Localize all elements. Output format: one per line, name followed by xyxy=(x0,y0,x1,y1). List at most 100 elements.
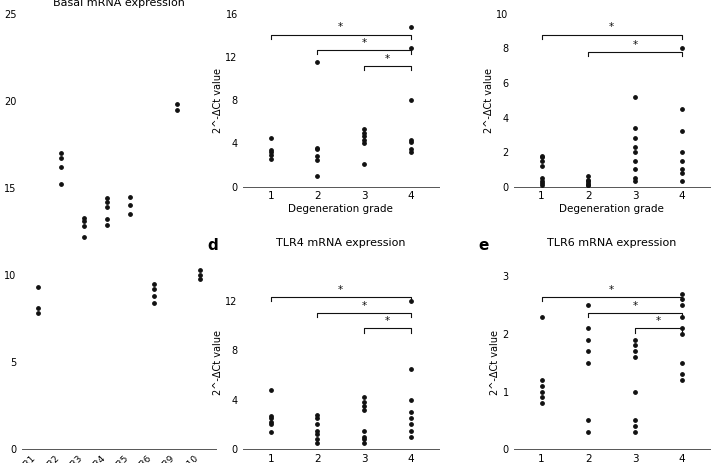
Point xyxy=(676,296,688,303)
Point xyxy=(630,148,641,156)
Point xyxy=(265,386,277,394)
Y-axis label: 2^-ΔCt value: 2^-ΔCt value xyxy=(213,68,223,133)
Point xyxy=(265,421,277,428)
Point xyxy=(583,180,594,187)
Point xyxy=(78,223,90,230)
Text: *: * xyxy=(338,23,343,32)
Point xyxy=(312,59,323,66)
Point xyxy=(358,140,370,147)
Point xyxy=(583,176,594,183)
Point xyxy=(405,297,417,305)
Point xyxy=(536,154,547,161)
Point xyxy=(55,155,67,162)
Point xyxy=(676,325,688,332)
Point xyxy=(125,193,136,200)
Text: e: e xyxy=(478,238,488,253)
Point xyxy=(536,181,547,188)
Point xyxy=(630,93,641,100)
Point xyxy=(32,310,44,317)
Point xyxy=(630,428,641,436)
Text: *: * xyxy=(385,316,390,326)
Point xyxy=(676,166,688,173)
Point xyxy=(630,422,641,430)
Point xyxy=(583,417,594,424)
Point xyxy=(405,137,417,144)
Point xyxy=(405,45,417,52)
Point xyxy=(148,299,159,307)
Point xyxy=(102,216,113,223)
Point xyxy=(536,180,547,187)
Point xyxy=(102,195,113,202)
Text: *: * xyxy=(361,300,366,311)
Point xyxy=(630,353,641,361)
Point xyxy=(630,135,641,142)
Point xyxy=(405,138,417,146)
Point xyxy=(358,132,370,139)
Point xyxy=(55,163,67,171)
Y-axis label: 2^-ΔCt value: 2^-ΔCt value xyxy=(213,330,223,395)
Point xyxy=(265,414,277,422)
Point xyxy=(676,169,688,176)
Title: TLR6 mRNA expression: TLR6 mRNA expression xyxy=(547,238,676,248)
Point xyxy=(312,156,323,163)
Point xyxy=(630,143,641,150)
Point xyxy=(536,162,547,169)
Point xyxy=(265,155,277,162)
Point xyxy=(312,421,323,428)
Point xyxy=(148,280,159,288)
Point xyxy=(630,178,641,185)
Point xyxy=(358,394,370,401)
Point xyxy=(312,431,323,438)
Point xyxy=(312,439,323,447)
Title: Basal mRNA expression: Basal mRNA expression xyxy=(53,0,185,7)
Point xyxy=(536,152,547,159)
Point xyxy=(676,359,688,366)
Point xyxy=(583,348,594,355)
Text: *: * xyxy=(656,316,661,326)
Point xyxy=(676,301,688,309)
Point xyxy=(630,336,641,344)
Text: *: * xyxy=(632,300,637,311)
Point xyxy=(55,150,67,157)
Point xyxy=(405,145,417,152)
Point xyxy=(630,417,641,424)
Point xyxy=(583,181,594,188)
Point xyxy=(312,153,323,160)
Point xyxy=(265,146,277,154)
Point xyxy=(358,433,370,440)
Point xyxy=(358,399,370,406)
Point xyxy=(171,106,183,113)
Point xyxy=(630,124,641,131)
Point xyxy=(358,439,370,447)
Point xyxy=(405,23,417,31)
Y-axis label: 2^-ΔCt value: 2^-ΔCt value xyxy=(490,330,500,395)
Point xyxy=(265,151,277,159)
Point xyxy=(405,433,417,440)
Point xyxy=(583,325,594,332)
Point xyxy=(32,283,44,291)
Point xyxy=(536,388,547,395)
Text: d: d xyxy=(207,238,218,253)
Point xyxy=(676,370,688,378)
Point xyxy=(102,203,113,211)
Point xyxy=(358,129,370,136)
Point xyxy=(676,148,688,156)
Point xyxy=(78,233,90,240)
Point xyxy=(536,382,547,389)
Point xyxy=(676,376,688,384)
Point xyxy=(358,402,370,410)
Text: *: * xyxy=(361,38,366,48)
Point xyxy=(630,174,641,181)
Point xyxy=(536,313,547,320)
Point xyxy=(55,181,67,188)
Point xyxy=(358,427,370,434)
Point xyxy=(405,427,417,434)
Point xyxy=(676,105,688,113)
Point xyxy=(312,411,323,418)
Point xyxy=(583,336,594,344)
Point xyxy=(194,275,206,282)
Point xyxy=(265,134,277,142)
Point xyxy=(583,178,594,185)
Point xyxy=(583,359,594,366)
Point xyxy=(194,266,206,274)
